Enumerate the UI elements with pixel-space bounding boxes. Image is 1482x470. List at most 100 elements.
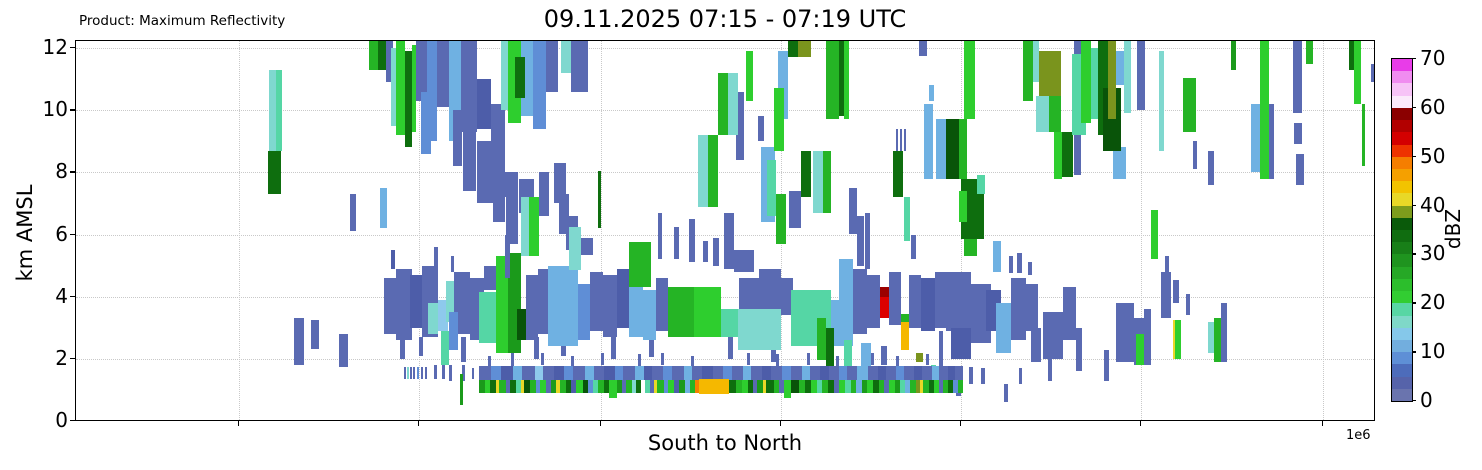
reflectivity-cell: [477, 79, 491, 129]
reflectivity-cell: [672, 365, 684, 380]
reflectivity-cell: [873, 379, 879, 394]
reflectivity-cell: [425, 366, 427, 380]
reflectivity-cell: [943, 379, 948, 394]
reflectivity-cell: [958, 379, 963, 394]
reflectivity-cell: [901, 321, 909, 350]
reflectivity-cell: [556, 379, 560, 394]
reflectivity-cell: [391, 250, 395, 269]
reflectivity-cell: [782, 365, 791, 380]
colorbar-segment: [1392, 266, 1412, 279]
colorbar-segment: [1392, 229, 1412, 243]
reflectivity-cell: [533, 41, 546, 129]
reflectivity-cell: [1104, 349, 1109, 381]
reflectivity-cell: [623, 365, 635, 380]
reflectivity-cell: [477, 141, 493, 204]
reflectivity-cell: [604, 365, 615, 380]
reflectivity-cell: [1186, 293, 1190, 316]
colorbar-tick: [1412, 400, 1416, 402]
colorbar-segment: [1392, 192, 1412, 206]
reflectivity-cell: [674, 379, 679, 394]
reflectivity-cell: [826, 41, 839, 120]
gridline: [76, 358, 1374, 360]
reflectivity-cell: [629, 242, 651, 288]
gridline: [1323, 41, 1324, 420]
colorbar-tick-label: 70: [1420, 46, 1446, 70]
reflectivity-cell: [1349, 41, 1355, 70]
colorbar: [1391, 58, 1413, 402]
reflectivity-cell: [996, 302, 1011, 353]
reflectivity-cell: [386, 41, 393, 83]
reflectivity-cell: [543, 365, 554, 380]
reflectivity-cell: [817, 318, 826, 361]
reflectivity-cell: [955, 365, 963, 380]
reflectivity-cell: [734, 250, 754, 272]
reflectivity-cell: [743, 365, 751, 380]
reflectivity-cell: [664, 379, 668, 394]
reflectivity-cell: [881, 346, 887, 366]
reflectivity-cell: [658, 212, 662, 260]
reflectivity-cell: [554, 163, 566, 204]
reflectivity-cell: [1231, 41, 1236, 70]
reflectivity-cell: [839, 379, 845, 394]
reflectivity-cell: [739, 278, 759, 310]
reflectivity-cell: [449, 312, 458, 350]
reflectivity-cell: [311, 319, 319, 350]
reflectivity-cell: [757, 379, 763, 394]
reflectivity-cell: [484, 265, 496, 291]
reflectivity-cell: [540, 379, 546, 394]
reflectivity-cell: [485, 379, 490, 394]
x-axis-tick: [600, 421, 602, 426]
reflectivity-cell: [378, 41, 386, 70]
reflectivity-cell: [916, 352, 923, 362]
reflectivity-cell: [871, 352, 874, 366]
reflectivity-cell: [1009, 256, 1013, 274]
reflectivity-cell: [463, 125, 476, 191]
reflectivity-cell: [617, 268, 629, 328]
reflectivity-cell: [948, 379, 953, 394]
reflectivity-cell: [921, 278, 935, 331]
reflectivity-cell: [663, 365, 672, 380]
colorbar-tick-label: 30: [1420, 241, 1446, 266]
reflectivity-cell: [1269, 103, 1274, 179]
reflectivity-cell: [703, 240, 708, 263]
reflectivity-cell: [427, 41, 437, 142]
reflectivity-cell: [1208, 150, 1214, 185]
reflectivity-cell: [753, 379, 757, 394]
reflectivity-cell: [535, 365, 543, 380]
reflectivity-cell: [823, 150, 831, 213]
reflectivity-cell: [1081, 41, 1091, 123]
reflectivity-cell: [491, 103, 505, 154]
colorbar-tick-label: 0: [1420, 388, 1433, 412]
reflectivity-cell: [805, 379, 811, 394]
reflectivity-cell: [652, 365, 663, 380]
reflectivity-cell: [694, 287, 721, 338]
reflectivity-cell: [1260, 41, 1269, 179]
reflectivity-cell: [708, 135, 718, 207]
reflectivity-cell: [878, 365, 886, 380]
reflectivity-cell: [1161, 271, 1171, 319]
reflectivity-cell: [751, 365, 762, 380]
reflectivity-cell: [1159, 51, 1164, 151]
reflectivity-cell: [802, 365, 810, 380]
reflectivity-cell: [511, 352, 514, 366]
reflectivity-cell: [1033, 41, 1039, 83]
y-axis-tick: [70, 357, 75, 360]
colorbar-segment: [1392, 339, 1412, 353]
reflectivity-cell: [551, 379, 556, 394]
reflectivity-cell: [831, 299, 853, 347]
reflectivity-cell: [1036, 96, 1049, 132]
reflectivity-cell: [932, 365, 939, 380]
reflectivity-cell: [886, 365, 896, 380]
reflectivity-cell: [738, 309, 781, 350]
reflectivity-cell: [449, 365, 452, 381]
reflectivity-cell: [684, 365, 692, 380]
reflectivity-cell: [571, 41, 588, 92]
reflectivity-cell: [526, 274, 538, 341]
reflectivity-cell: [668, 287, 694, 338]
reflectivity-cell: [1023, 41, 1033, 101]
reflectivity-cell: [763, 379, 766, 394]
reflectivity-cell: [490, 379, 496, 394]
colorbar-tick-label: 20: [1420, 290, 1446, 315]
reflectivity-cell: [862, 379, 867, 394]
gridline: [239, 41, 240, 420]
